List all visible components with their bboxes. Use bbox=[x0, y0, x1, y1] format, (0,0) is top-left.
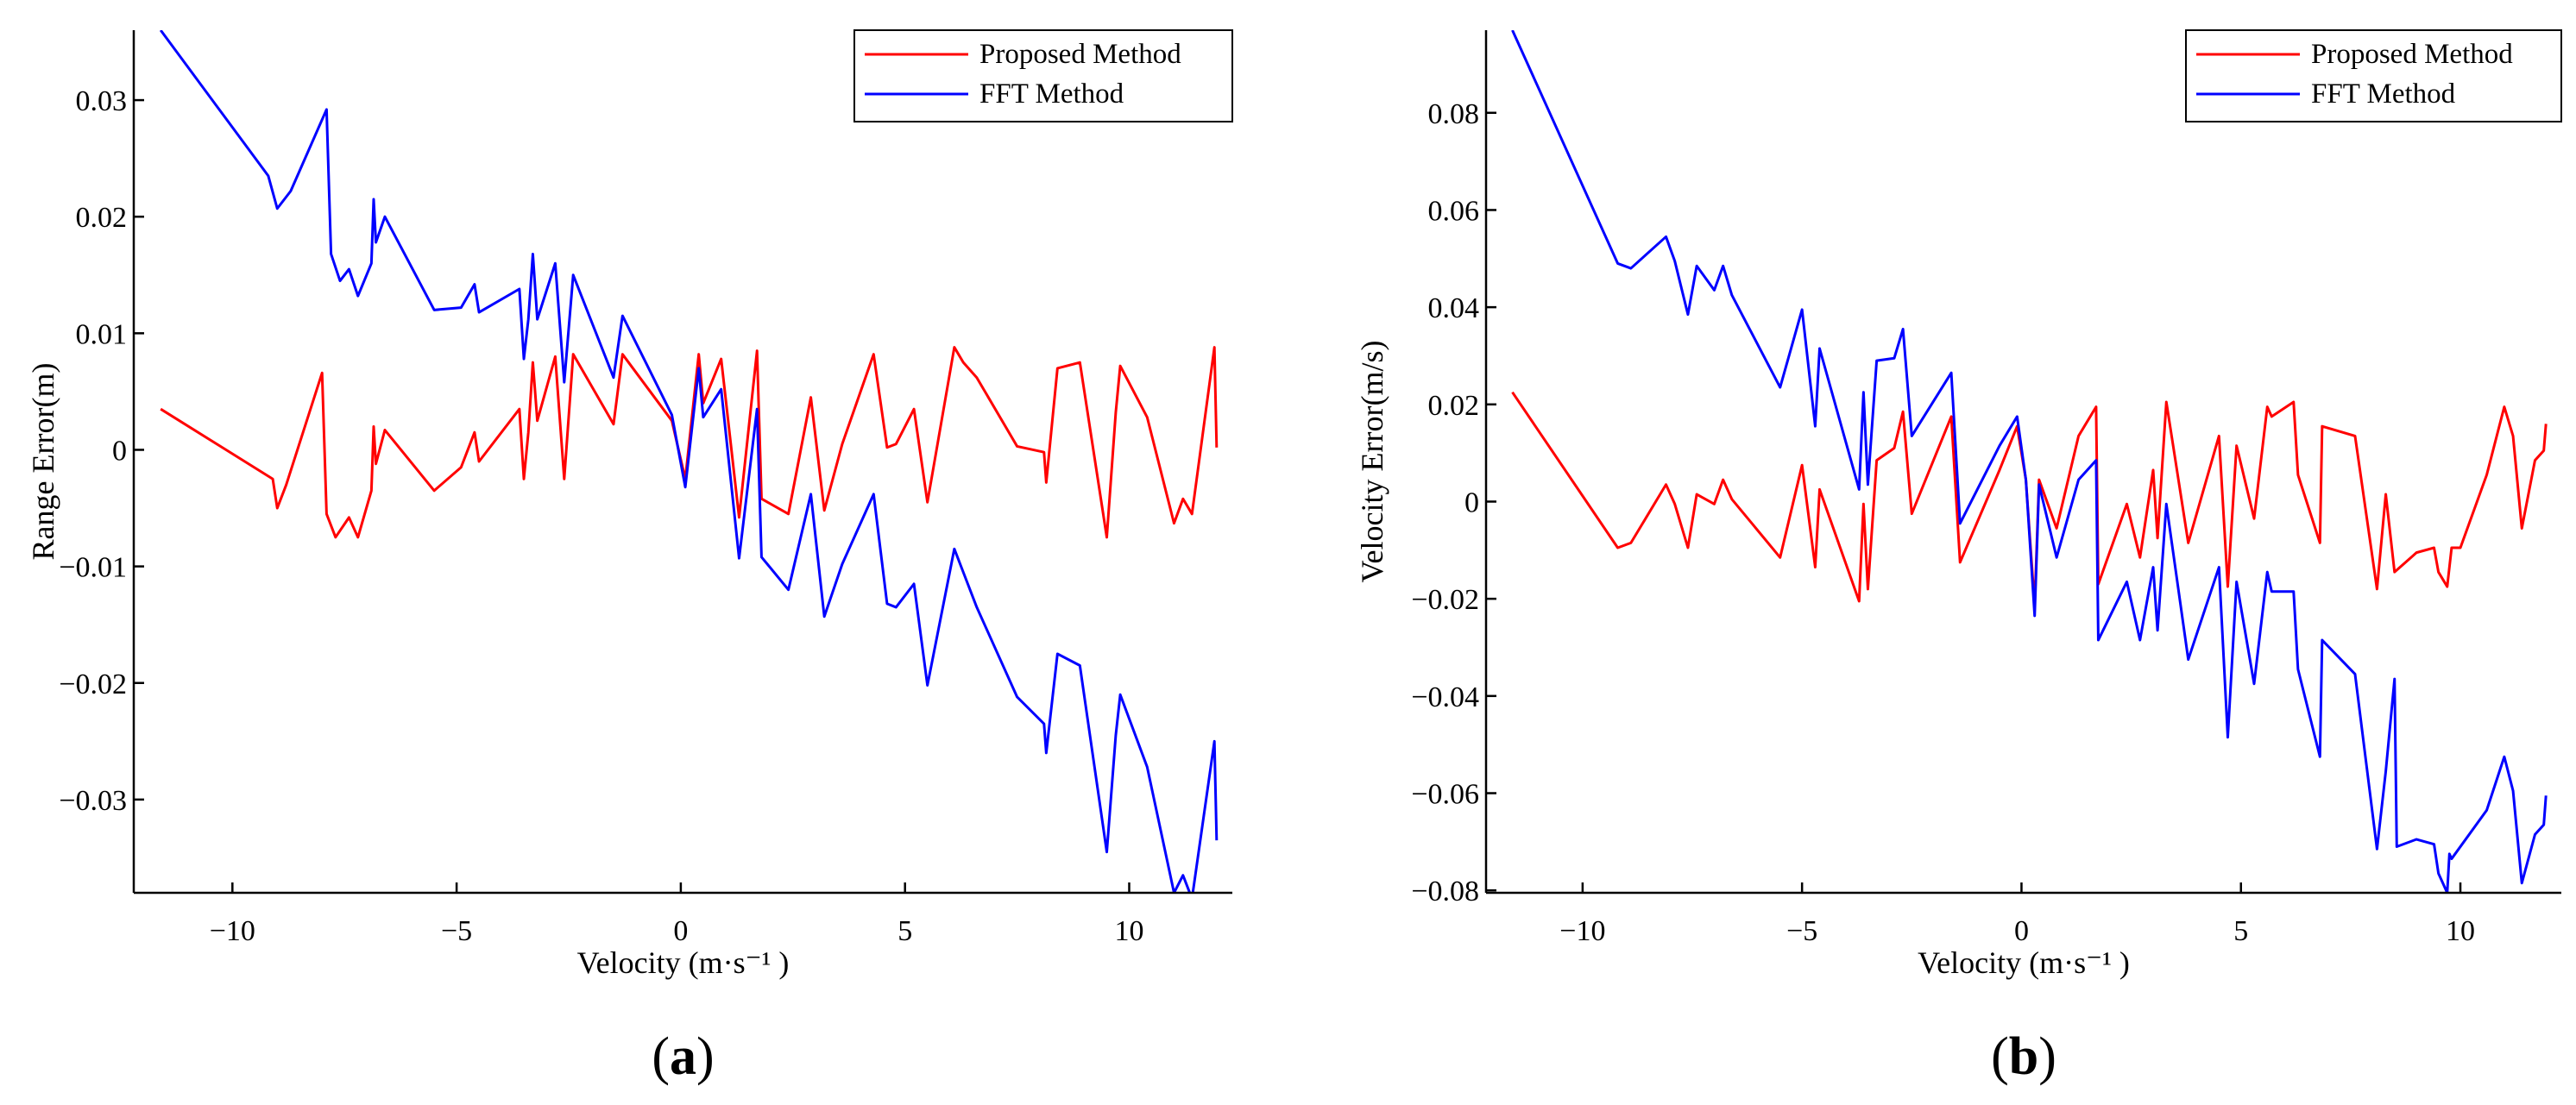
y-tick-label: −0.04 bbox=[1411, 681, 1479, 713]
x-tick-label: 5 bbox=[2233, 915, 2248, 947]
series-line-fft-method bbox=[159, 30, 1219, 893]
x-axis-label: Velocity (m·s⁻¹ ) bbox=[577, 945, 790, 980]
x-tick-label: −10 bbox=[210, 915, 255, 947]
x-tick-label: 0 bbox=[673, 915, 688, 947]
y-tick-label: 0 bbox=[1464, 487, 1479, 518]
legend: Proposed Method FFT Method bbox=[2185, 29, 2562, 122]
y-tick-label: −0.01 bbox=[59, 552, 127, 584]
y-tick-label: 0.03 bbox=[76, 85, 128, 117]
y-axis-label: Velocity Error(m/s) bbox=[1355, 341, 1389, 583]
y-tick-label: 0 bbox=[112, 435, 127, 467]
y-tick-label: −0.03 bbox=[59, 785, 127, 817]
legend-label-fft-method: FFT Method bbox=[979, 78, 1124, 110]
legend-label-fft-method: FFT Method bbox=[2311, 78, 2456, 110]
y-tick-label: −0.02 bbox=[1411, 584, 1479, 616]
y-axis-label: Range Error(m) bbox=[26, 363, 60, 561]
legend-label-proposed-method: Proposed Method bbox=[979, 39, 1181, 70]
y-tick-label: 0.01 bbox=[76, 318, 128, 350]
x-tick-label: −5 bbox=[441, 915, 472, 947]
y-tick-label: 0.02 bbox=[1428, 390, 1480, 422]
y-tick-label: −0.08 bbox=[1411, 876, 1479, 907]
y-tick-label: −0.06 bbox=[1411, 779, 1479, 811]
x-axis-label: Velocity (m·s⁻¹ ) bbox=[1918, 945, 2130, 980]
y-tick-label: 0.08 bbox=[1428, 98, 1480, 130]
x-tick-label: 10 bbox=[1114, 915, 1143, 947]
panel-label: (a) bbox=[652, 1027, 714, 1086]
panel-label: (b) bbox=[1991, 1027, 2056, 1086]
x-tick-label: 0 bbox=[2014, 915, 2029, 947]
panel-a: −10 −5 0 5 10 0.03 0.02 0.01 0 −0.01 −0.02 −0.03 Vel… bbox=[26, 29, 1233, 1086]
legend-box bbox=[853, 29, 1233, 122]
y-tick-label: 0.04 bbox=[1428, 292, 1480, 324]
series-line-fft-method bbox=[1511, 30, 2548, 893]
legend: Proposed Method FFT Method bbox=[853, 29, 1233, 122]
y-tick-label: −0.02 bbox=[59, 669, 127, 700]
y-tick-label: 0.06 bbox=[1428, 195, 1480, 227]
y-tick-label: 0.02 bbox=[76, 202, 128, 234]
x-tick-label: −10 bbox=[1559, 915, 1605, 947]
legend-label-proposed-method: Proposed Method bbox=[2311, 39, 2513, 70]
legend-box bbox=[2185, 29, 2562, 122]
panel-b: −10 −5 0 5 10 0.08 0.06 0.04 0.02 0 −0.02 −0.04 −0.0… bbox=[1355, 29, 2562, 1086]
series-line-proposed-method bbox=[1511, 391, 2548, 608]
x-tick-label: 5 bbox=[898, 915, 912, 947]
x-tick-label: −5 bbox=[1786, 915, 1817, 947]
x-tick-label: 10 bbox=[2446, 915, 2475, 947]
